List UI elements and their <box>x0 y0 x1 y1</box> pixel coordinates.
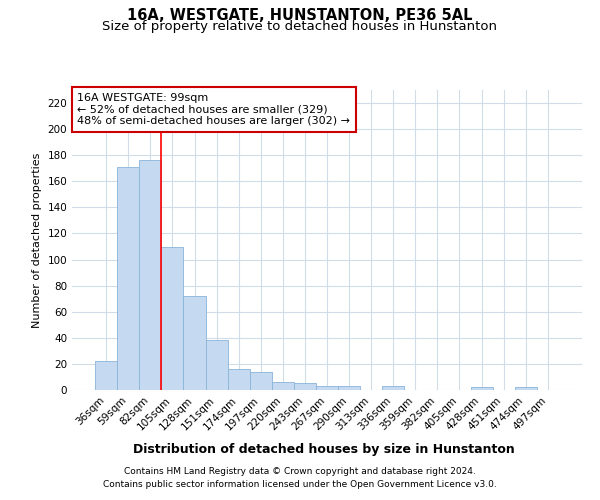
Text: Contains HM Land Registry data © Crown copyright and database right 2024.: Contains HM Land Registry data © Crown c… <box>124 467 476 476</box>
Bar <box>95 362 117 390</box>
Bar <box>161 246 184 390</box>
Bar <box>139 160 161 390</box>
Bar <box>470 388 493 390</box>
Bar <box>184 296 206 390</box>
Text: Size of property relative to detached houses in Hunstanton: Size of property relative to detached ho… <box>103 20 497 33</box>
Text: 16A WESTGATE: 99sqm
← 52% of detached houses are smaller (329)
48% of semi-detac: 16A WESTGATE: 99sqm ← 52% of detached ho… <box>77 93 350 126</box>
Y-axis label: Number of detached properties: Number of detached properties <box>32 152 42 328</box>
Bar <box>272 382 294 390</box>
Bar <box>382 386 404 390</box>
Bar <box>294 384 316 390</box>
Bar <box>117 167 139 390</box>
Text: 16A, WESTGATE, HUNSTANTON, PE36 5AL: 16A, WESTGATE, HUNSTANTON, PE36 5AL <box>127 8 473 22</box>
Bar <box>227 369 250 390</box>
Bar <box>316 386 338 390</box>
Text: Contains public sector information licensed under the Open Government Licence v3: Contains public sector information licen… <box>103 480 497 489</box>
Bar <box>250 372 272 390</box>
Bar <box>338 386 360 390</box>
Bar <box>206 340 227 390</box>
Bar <box>515 388 537 390</box>
Text: Distribution of detached houses by size in Hunstanton: Distribution of detached houses by size … <box>133 442 515 456</box>
